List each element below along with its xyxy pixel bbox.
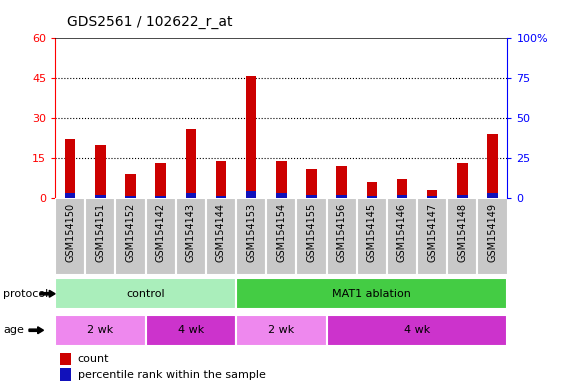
Text: 2 wk: 2 wk bbox=[87, 325, 114, 335]
Bar bbox=[246, 76, 256, 198]
Bar bbox=[296, 198, 327, 275]
Bar bbox=[397, 195, 407, 198]
Text: GSM154155: GSM154155 bbox=[306, 203, 317, 262]
Bar bbox=[206, 198, 236, 275]
Bar bbox=[65, 193, 75, 198]
Text: GDS2561 / 102622_r_at: GDS2561 / 102622_r_at bbox=[67, 15, 232, 29]
Bar bbox=[216, 196, 226, 198]
Bar bbox=[236, 198, 266, 275]
Text: age: age bbox=[3, 325, 24, 335]
Bar bbox=[236, 315, 327, 346]
Bar bbox=[447, 198, 477, 275]
Text: GSM154152: GSM154152 bbox=[125, 203, 136, 262]
Bar bbox=[367, 182, 377, 198]
Bar bbox=[155, 196, 166, 198]
Bar bbox=[477, 198, 508, 275]
Bar bbox=[327, 198, 357, 275]
Bar bbox=[60, 369, 71, 381]
Bar bbox=[155, 163, 166, 198]
Bar bbox=[487, 134, 498, 198]
Bar bbox=[417, 198, 447, 275]
Bar bbox=[125, 196, 136, 198]
Bar bbox=[95, 195, 106, 198]
Text: GSM154142: GSM154142 bbox=[155, 203, 166, 262]
Text: 2 wk: 2 wk bbox=[268, 325, 295, 335]
Bar bbox=[55, 198, 85, 275]
Bar bbox=[266, 198, 296, 275]
Bar bbox=[427, 190, 437, 198]
Text: count: count bbox=[78, 354, 109, 364]
Text: GSM154146: GSM154146 bbox=[397, 203, 407, 262]
Bar bbox=[457, 163, 467, 198]
Text: GSM154151: GSM154151 bbox=[95, 203, 106, 262]
Bar bbox=[276, 161, 287, 198]
Text: GSM154150: GSM154150 bbox=[65, 203, 75, 262]
Bar bbox=[55, 315, 146, 346]
Text: GSM154153: GSM154153 bbox=[246, 203, 256, 262]
Bar bbox=[246, 191, 256, 198]
Bar bbox=[65, 139, 75, 198]
Text: GSM154143: GSM154143 bbox=[186, 203, 196, 262]
Text: GSM154145: GSM154145 bbox=[367, 203, 377, 262]
Text: GSM154156: GSM154156 bbox=[336, 203, 347, 262]
Bar bbox=[387, 198, 417, 275]
Text: MAT1 ablation: MAT1 ablation bbox=[332, 289, 411, 299]
Text: control: control bbox=[126, 289, 165, 299]
Bar bbox=[85, 198, 115, 275]
Bar bbox=[276, 193, 287, 198]
Bar bbox=[367, 196, 377, 198]
Text: 4 wk: 4 wk bbox=[177, 325, 204, 335]
Bar bbox=[357, 198, 387, 275]
Bar bbox=[95, 145, 106, 198]
Text: protocol: protocol bbox=[3, 289, 48, 299]
Text: GSM154144: GSM154144 bbox=[216, 203, 226, 262]
Bar bbox=[176, 198, 206, 275]
Text: GSM154147: GSM154147 bbox=[427, 203, 437, 262]
Bar bbox=[115, 198, 146, 275]
Bar bbox=[306, 195, 317, 198]
Bar bbox=[427, 196, 437, 198]
Bar bbox=[487, 193, 498, 198]
Bar bbox=[55, 278, 236, 310]
Bar bbox=[327, 315, 508, 346]
Text: GSM154149: GSM154149 bbox=[487, 203, 498, 262]
Bar bbox=[186, 129, 196, 198]
Bar bbox=[186, 193, 196, 198]
Text: GSM154154: GSM154154 bbox=[276, 203, 287, 262]
Bar bbox=[125, 174, 136, 198]
Text: 4 wk: 4 wk bbox=[404, 325, 430, 335]
Bar bbox=[216, 161, 226, 198]
Bar bbox=[236, 278, 508, 310]
Bar bbox=[336, 195, 347, 198]
Bar bbox=[336, 166, 347, 198]
Bar bbox=[146, 198, 176, 275]
Text: percentile rank within the sample: percentile rank within the sample bbox=[78, 370, 266, 380]
Bar bbox=[397, 179, 407, 198]
Bar bbox=[146, 315, 236, 346]
Bar bbox=[457, 195, 467, 198]
Bar bbox=[60, 353, 71, 365]
Text: GSM154148: GSM154148 bbox=[457, 203, 467, 262]
Bar bbox=[306, 169, 317, 198]
